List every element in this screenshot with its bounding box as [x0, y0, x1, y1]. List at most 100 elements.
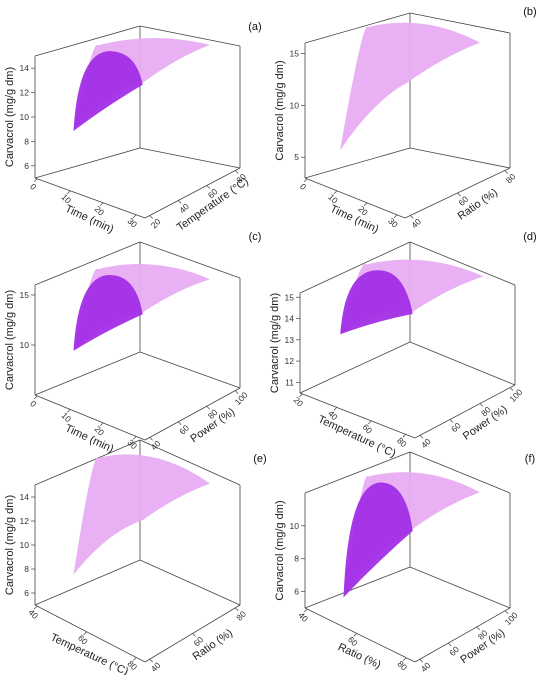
- panel-label: (d): [523, 231, 536, 243]
- response-surface-light: [73, 454, 210, 575]
- axis-frame-line: [304, 607, 416, 663]
- x-tick: [402, 657, 407, 661]
- x-tick: [132, 436, 137, 440]
- y-tick: [479, 403, 484, 407]
- response-surface-dark: [340, 270, 413, 335]
- z-tick-label: 6: [294, 587, 299, 597]
- axis-frame-line: [34, 394, 146, 441]
- z-tick-label: 12: [285, 356, 295, 366]
- y-tick-label: 40: [419, 436, 433, 450]
- response-surface-dark: [73, 51, 143, 131]
- y-tick: [149, 658, 153, 663]
- y-tick: [235, 607, 239, 612]
- y-tick-label: 80: [504, 171, 518, 185]
- x-tick-label: 30: [125, 437, 139, 451]
- x-tick: [333, 407, 338, 411]
- z-tick-label: 10: [20, 340, 30, 350]
- z-tick-label: 10: [20, 112, 30, 122]
- x-tick-label: 40: [296, 610, 310, 624]
- axis-frame-line: [409, 451, 511, 494]
- y-tick: [504, 170, 508, 174]
- axis-frame-line: [304, 566, 411, 609]
- axis-frame-line: [34, 177, 146, 219]
- x-axis-label: Temperature (°C): [316, 413, 398, 460]
- x-tick: [66, 409, 71, 413]
- x-tick: [83, 631, 87, 636]
- z-tick-label: 12: [20, 516, 30, 526]
- z-tick-label: 10: [290, 521, 300, 531]
- x-tick: [66, 190, 71, 195]
- y-tick: [449, 419, 454, 423]
- z-tick-label: 14: [20, 63, 30, 73]
- x-tick: [33, 178, 38, 183]
- y-tick: [448, 642, 452, 647]
- panel-label: (c): [249, 231, 262, 243]
- axis-frame-line: [299, 341, 411, 394]
- axis-frame-line: [34, 559, 141, 606]
- y-tick-label: 40: [149, 660, 163, 674]
- x-axis-label: Time (min): [63, 203, 115, 236]
- x-tick: [299, 393, 303, 398]
- x-tick-label: 20: [292, 395, 306, 409]
- x-tick-label: 30: [125, 216, 139, 230]
- y-tick: [419, 659, 423, 663]
- axis-frame-line: [34, 25, 141, 57]
- axis-frame-line: [409, 341, 516, 386]
- x-tick: [132, 657, 137, 661]
- y-tick-label: 20: [149, 216, 163, 230]
- y-tick: [419, 435, 424, 439]
- axis-frame-line: [139, 147, 241, 169]
- axis-frame-line: [299, 241, 411, 294]
- z-tick-label: 14: [20, 492, 30, 502]
- x-axis-label: Time (min): [63, 422, 115, 455]
- x-tick: [363, 202, 368, 207]
- z-axis-label: Carvacrol (mg/g dm): [4, 495, 16, 595]
- y-tick-label: 80: [234, 609, 248, 623]
- y-tick: [206, 405, 210, 410]
- axis-frame-line: [34, 147, 141, 179]
- x-tick-label: 40: [26, 607, 40, 621]
- axis-frame-line: [414, 607, 511, 663]
- x-tick: [393, 214, 398, 219]
- x-tick: [303, 178, 308, 183]
- y-tick: [505, 610, 509, 614]
- axis-frame-line: [139, 241, 241, 279]
- axis-frame-line: [409, 241, 516, 286]
- panel-label: (b): [523, 6, 536, 18]
- y-tick-label: 40: [409, 216, 423, 230]
- z-tick-label: 14: [285, 314, 295, 324]
- axis-frame-line: [139, 25, 241, 47]
- response-surface-dark: [73, 275, 143, 351]
- axis-frame-line: [304, 12, 411, 44]
- y-tick-label: 100: [507, 387, 524, 404]
- z-tick-label: 8: [294, 554, 299, 564]
- y-tick: [178, 200, 182, 204]
- x-tick-label: 0: [298, 181, 309, 192]
- y-tick: [457, 192, 461, 197]
- z-axis-label: Carvacrol (mg/g dm): [274, 500, 286, 600]
- x-tick-label: 80: [395, 659, 409, 673]
- x-axis-label: Ratio (%): [336, 641, 383, 671]
- z-tick-label: 8: [24, 564, 29, 574]
- x-tick-label: 10: [59, 410, 73, 424]
- axis-frame-line: [139, 351, 241, 389]
- axis-frame-line: [409, 12, 511, 34]
- y-tick: [192, 633, 196, 637]
- z-tick-label: 15: [20, 290, 30, 300]
- y-tick-label: 100: [503, 610, 520, 627]
- z-axis-label: Carvacrol (mg/g dm): [4, 290, 16, 390]
- x-tick-label: 30: [386, 216, 400, 230]
- z-tick-label: 12: [20, 88, 30, 98]
- axis-frame-line: [144, 387, 241, 441]
- y-tick: [235, 390, 239, 394]
- axis-frame-line: [304, 451, 411, 494]
- x-tick: [353, 633, 357, 637]
- axis-frame-line: [414, 384, 516, 439]
- z-tick-label: 8: [24, 136, 29, 146]
- z-tick-label: 5: [294, 152, 299, 162]
- panel-label: (a): [248, 21, 261, 33]
